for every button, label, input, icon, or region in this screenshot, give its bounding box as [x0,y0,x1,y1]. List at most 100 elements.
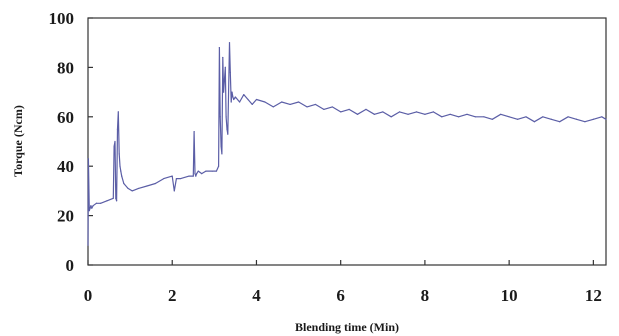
torque-data-point [407,113,409,115]
torque-data-point [154,182,156,185]
torque-data-point [483,116,485,118]
torque-data-point [221,153,223,155]
torque-data-point [466,113,468,115]
y-tick-label: 40 [57,157,74,176]
torque-data-point [188,175,190,177]
torque-data-point [175,177,178,180]
x-tick-labels: 0 2 4 6 8 10 12 [84,286,602,305]
x-tick-label: 6 [336,286,345,305]
torque-data-point [87,244,89,246]
torque-data-point [220,145,222,148]
torque-data-point [525,116,527,118]
torque-data-point [500,113,502,115]
torque-data-point [575,118,578,120]
torque-data-point [399,111,401,113]
y-tick-label: 60 [57,108,74,127]
torque-data-point [196,173,198,175]
torque-data-point [87,158,90,160]
torque-data-point [226,128,228,130]
torque-data-point [228,42,231,44]
torque-data-point [297,101,300,103]
torque-data-point [491,118,493,120]
torque-data-point [390,116,392,118]
torque-data-point [120,170,122,172]
torque-data-point [458,116,460,118]
torque-data-point [264,101,266,103]
torque-data-point [197,170,199,172]
torque-data-point [542,116,544,118]
torque-data-point [567,116,569,118]
torque-data-point [173,190,175,192]
torque-data-point [227,133,229,135]
torque-data-point [243,93,245,96]
torque-data-point [88,210,90,212]
torque-data-point [218,47,220,49]
torque-data-point [340,111,342,113]
torque-data-point [415,111,418,113]
torque-data-point [223,91,225,93]
torque-data-point [424,113,426,115]
torque-data-point [194,173,196,175]
torque-data-point [231,91,233,93]
torque-data-point [163,177,165,180]
torque-data-point [146,185,148,187]
x-tick-label: 10 [501,286,518,305]
y-tick-label: 100 [49,9,75,28]
x-tick-label: 12 [585,286,602,305]
torque-data-point [365,108,367,110]
torque-data-point [373,113,375,115]
torque-data-point [92,205,94,207]
torque-data-point [123,182,125,185]
torque-data-point [91,207,93,209]
y-axis-title: Torque (Ncm) [11,105,25,177]
torque-data-point [533,121,536,123]
torque-data-point [171,175,173,177]
x-tick-label: 0 [84,286,93,305]
torque-data-point [432,111,434,113]
torque-data-point [193,131,195,133]
torque-data-point [121,175,123,177]
torque-data-point [474,116,477,118]
torque-data-point [106,200,108,202]
torque-data-point [234,96,236,98]
x-tick-label: 8 [421,286,430,305]
torque-data-point [95,202,98,204]
torque-data-point [116,200,118,202]
torque-data-point [306,106,308,108]
torque-data-point [131,190,133,192]
torque-data-point [281,101,283,103]
torque-data-point [584,121,586,123]
plot-frame [87,17,607,266]
torque-data-point [348,108,350,110]
torque-data-point [289,103,291,106]
torque-series-points [87,42,607,246]
y-tick-label: 80 [57,58,74,77]
torque-data-point [516,118,519,120]
torque-data-point [192,175,194,177]
torque-series-line [87,42,607,246]
torque-data-point [90,205,92,207]
y-tick-label: 20 [57,207,74,226]
torque-data-point [180,177,182,180]
torque-data-point [230,101,232,103]
torque-data-point [247,98,249,101]
torque-data-point [255,98,258,101]
torque-data-point [205,170,207,172]
torque-data-point [323,108,325,110]
axis-ticks [87,17,594,266]
torque-data-point [382,111,384,113]
torque-data-point [219,116,221,118]
torque-data-point [222,56,224,59]
torque-data-point [272,106,274,108]
torque-data-point [314,103,317,106]
torque-data-point [449,113,451,115]
torque-data-point [550,118,552,120]
torque-data-point [224,66,226,68]
torque-data-point [601,116,603,118]
torque-data-point [112,197,114,199]
torque-data-point [592,118,594,120]
torque-data-point [215,170,218,172]
torque-data-point [127,187,129,190]
torque-data-point [211,170,213,172]
